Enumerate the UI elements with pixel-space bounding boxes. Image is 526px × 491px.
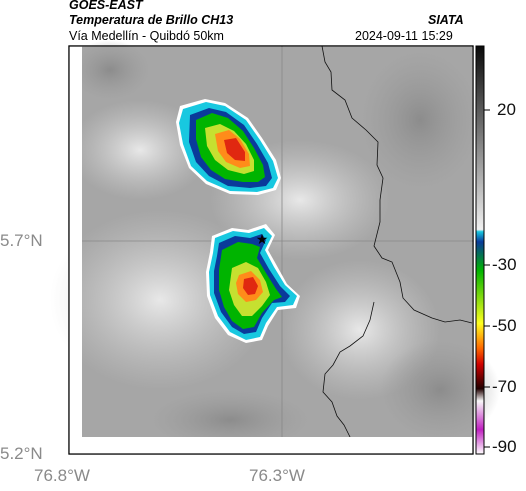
colorbar-tick: -90 (492, 437, 517, 456)
lon-tick: 76.3°W (249, 466, 305, 485)
satellite-label: GOES-EAST (69, 0, 143, 12)
station-star-icon: ★ (256, 231, 269, 247)
product-title: Temperatura de Brillo CH13 (69, 13, 234, 27)
colorbar-tick: -70 (492, 377, 517, 396)
lon-tick: 76.8°W (34, 466, 90, 485)
colorbar (475, 45, 485, 455)
lat-tick: 5.7°N (0, 231, 43, 250)
timestamp-label: 2024-09-11 15:29 (355, 29, 453, 43)
agency-label: SIATA (428, 13, 464, 27)
convective-cloud-south (206, 224, 300, 343)
brightness-field (50, 40, 500, 450)
colorbar-tick: -30 (492, 255, 517, 274)
region-label: Vía Medellín - Quibdó 50km (69, 29, 224, 43)
convective-cloud-north (176, 99, 281, 195)
department-boundary (321, 45, 473, 324)
colorbar-tick: -50 (492, 316, 517, 335)
colorbar-tick: 20 (497, 100, 516, 119)
lat-tick: 5.2°N (0, 444, 43, 463)
department-boundary (322, 301, 375, 455)
